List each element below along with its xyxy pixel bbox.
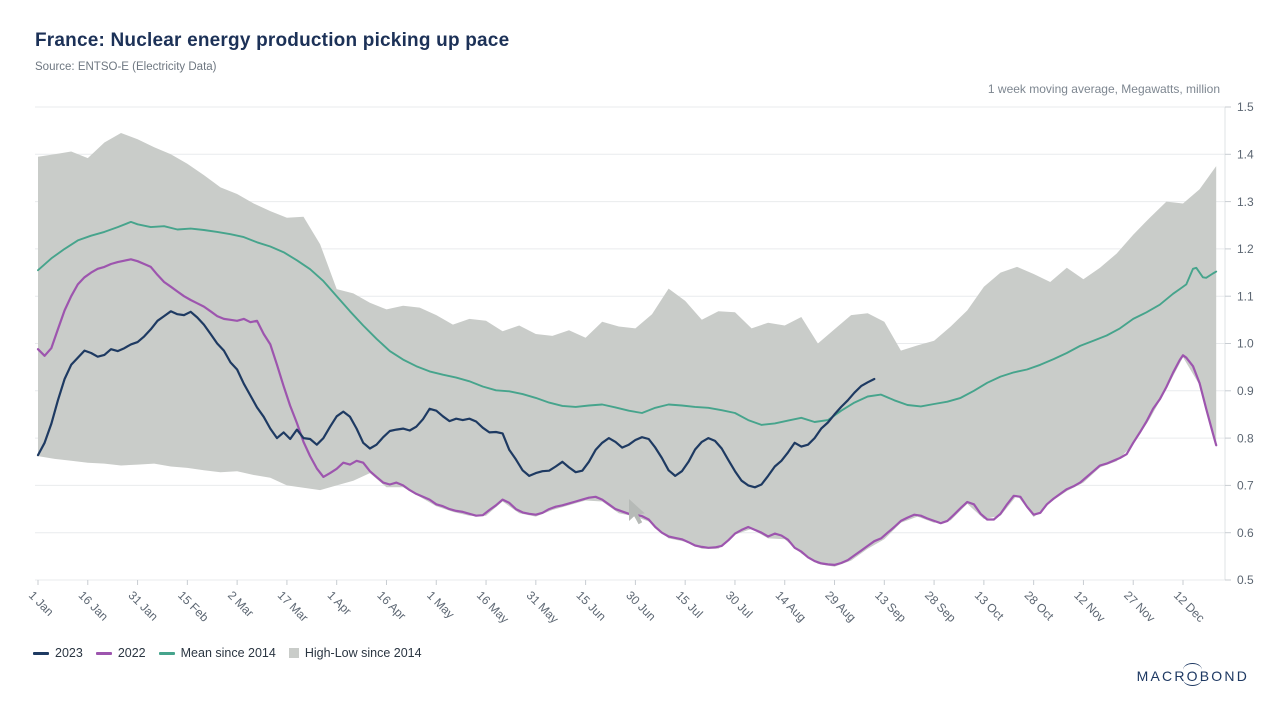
x-axis-label: 2 Mar [225, 588, 257, 620]
y-axis-label: 0.7 [1237, 479, 1254, 493]
x-axis-label: 30 Jul [723, 588, 756, 621]
x-axis-label: 31 Jan [125, 588, 160, 623]
legend-item-2022: 2022 [95, 646, 146, 660]
x-axis-label: 15 Feb [175, 588, 212, 625]
x-axis-label: 12 Dec [1171, 588, 1208, 625]
y-axis-label: 0.9 [1237, 384, 1254, 398]
x-axis-label: 1 May [424, 588, 457, 621]
legend-item-mean: Mean since 2014 [158, 646, 276, 660]
page-title: France: Nuclear energy production pickin… [35, 30, 510, 51]
x-axis-label: 14 Aug [773, 588, 809, 624]
y-axis-label: 1.2 [1237, 242, 1254, 256]
y-axis-label: 0.8 [1237, 431, 1254, 445]
macrobond-logo: MACROBOND [1136, 663, 1249, 686]
x-axis-label: 31 May [524, 588, 562, 626]
legend-label-2022: 2022 [117, 646, 146, 660]
series-line-mean-since-2014 [37, 220, 1218, 426]
x-axis-label: 16 Apr [374, 588, 408, 622]
y-axis-label: 1.3 [1237, 195, 1254, 209]
source-caption: Source: ENTSO-E (Electricity Data) [35, 61, 217, 73]
x-axis-label: 1 Jan [26, 588, 57, 619]
legend-item-2023: 2023 [33, 646, 83, 660]
legend-swatch-high-low [288, 648, 299, 658]
legend-swatch-2022 [95, 651, 112, 655]
y-axis-label: 1.4 [1237, 148, 1254, 162]
high-low-band [38, 133, 1217, 567]
x-axis-label: 29 Aug [822, 588, 858, 624]
legend-label-mean: Mean since 2014 [180, 646, 276, 660]
legend-label-2023: 2023 [55, 646, 83, 660]
unit-caption: 1 week moving average, Megawatts, millio… [987, 82, 1220, 96]
legend-swatch-2023 [33, 651, 49, 655]
legend-swatch-mean [158, 651, 175, 655]
legend: 2023 2022 Mean since 2014 High-Low since… [33, 646, 422, 660]
y-axis-label: 1.1 [1237, 289, 1254, 303]
x-axis-label: 28 Sep [922, 588, 959, 625]
logo-o-mark: O [1182, 663, 1202, 686]
x-axis-label: 15 Jun [573, 588, 608, 623]
x-axis: 1 Jan 16 Jan 31 Jan 15 Feb 2 Mar 17 Mar 1 Apr 1… [26, 580, 1208, 626]
legend-item-high-low: High-Low since 2014 [288, 646, 422, 660]
series-line-2023 [36, 310, 876, 489]
x-axis-label: 12 Nov [1071, 588, 1108, 625]
logo-text: BOND [1199, 668, 1249, 684]
x-axis-label: 27 Nov [1121, 588, 1158, 625]
x-axis-label: 1 Apr [325, 588, 355, 618]
legend-label-high-low: High-Low since 2014 [304, 646, 422, 660]
y-axis-label: 1.5 [1237, 100, 1254, 114]
x-axis-label: 16 Jan [76, 588, 111, 623]
x-axis-label: 15 Jul [673, 588, 706, 621]
x-axis-label: 17 Mar [275, 588, 311, 624]
y-axis-label: 1.0 [1237, 337, 1254, 351]
x-axis-label: 28 Oct [1022, 588, 1057, 623]
y-axis-label: 0.5 [1237, 573, 1254, 587]
x-axis-label: 13 Oct [972, 588, 1007, 623]
x-axis-label: 30 Jun [623, 588, 658, 623]
x-axis-label: 13 Sep [872, 588, 909, 625]
logo-text: MACR [1136, 668, 1187, 684]
x-axis-label: 16 May [474, 588, 512, 626]
y-axis-label: 0.6 [1237, 526, 1254, 540]
mouse-cursor-icon [629, 499, 645, 525]
y-axis: 1.5 1.4 1.3 1.2 1.1 1.0 0.9 0.8 0.7 0.6 0.5 [1224, 100, 1254, 587]
